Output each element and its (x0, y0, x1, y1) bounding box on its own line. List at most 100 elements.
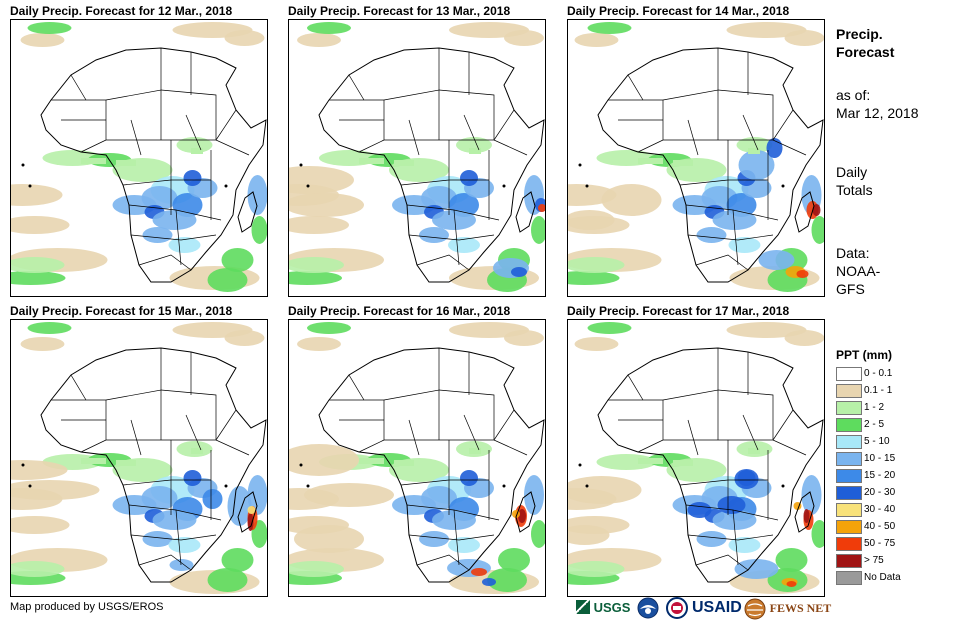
precip-area (152, 210, 197, 230)
panel-title-5: Daily Precip. Forecast for 16 Mar., 2018 (288, 304, 511, 318)
precip-area (487, 568, 527, 592)
precip-area (803, 509, 810, 523)
precip-area (11, 184, 63, 206)
precip-area (20, 337, 65, 351)
precip-area (784, 30, 824, 46)
country-border (717, 389, 774, 440)
panel-title-1: Daily Precip. Forecast for 12 Mar., 2018 (10, 4, 233, 18)
precip-area (247, 175, 267, 215)
madagascar-outline (515, 491, 536, 533)
precip-area (726, 322, 807, 338)
africa-outline (40, 347, 267, 583)
island-marker (781, 184, 785, 188)
precip-area (11, 561, 65, 577)
precip-area (531, 520, 545, 548)
precip-area (471, 568, 487, 576)
precip-area (758, 250, 795, 270)
precip-band (748, 148, 760, 154)
precip-band (469, 148, 481, 154)
precip-area (27, 322, 72, 334)
usgs-logo: USGS (576, 597, 630, 619)
precip-band (638, 158, 663, 164)
precip-band (116, 460, 136, 466)
madagascar-outline (515, 191, 536, 233)
sidebar-asof-date: Mar 12, 2018 (836, 105, 919, 121)
country-border (732, 209, 739, 266)
africa-outline (597, 47, 824, 283)
legend-swatch (836, 503, 862, 517)
sidebar-heading: Precip. Forecast (836, 25, 894, 61)
legend-swatch (836, 486, 862, 500)
island-marker (224, 484, 228, 488)
legend-label: 50 - 75 (864, 538, 896, 549)
precip-area (568, 271, 620, 285)
africa-outline (318, 47, 545, 283)
precip-area (518, 509, 526, 523)
country-border (772, 109, 794, 141)
island-marker (578, 163, 582, 167)
country-border (348, 74, 365, 101)
precip-area (11, 271, 66, 285)
panel-title-3: Daily Precip. Forecast for 14 Mar., 2018 (567, 4, 790, 18)
map-panel-6 (567, 319, 825, 597)
precip-area (289, 193, 364, 217)
precip-band (673, 160, 693, 166)
legend-label: No Data (864, 572, 901, 583)
precip-area (289, 257, 344, 273)
country-border (453, 209, 460, 266)
precip-area (202, 489, 223, 509)
credit-text: Map produced by USGS/EROS (10, 601, 164, 613)
precip-band (748, 448, 760, 454)
island-marker (578, 463, 582, 467)
precip-area (419, 227, 449, 243)
country-border (493, 409, 515, 441)
country-border (106, 139, 250, 156)
country-border (358, 139, 385, 153)
country-border (438, 389, 495, 440)
precip-area (587, 322, 632, 334)
country-border (130, 234, 217, 241)
precip-area (419, 531, 449, 547)
legend-swatch (836, 520, 862, 534)
precip-area (304, 483, 394, 507)
precip-area (289, 561, 344, 577)
precip-band (116, 160, 136, 166)
precip-band (191, 148, 203, 154)
country-border (416, 254, 470, 271)
precip-area (11, 516, 70, 534)
precip-area (168, 537, 201, 553)
precip-band (394, 160, 414, 166)
precip-area (142, 227, 173, 243)
africa-precip-map (568, 22, 824, 292)
precip-area (20, 33, 65, 47)
island-marker (781, 484, 785, 488)
legend-label: 0.1 - 1 (864, 385, 893, 396)
noaa-seal-icon (637, 597, 659, 619)
madagascar-outline (794, 191, 815, 233)
precip-area (531, 216, 545, 244)
legend-label: 2 - 5 (864, 419, 885, 430)
precip-area (307, 22, 351, 34)
map-panel-3 (567, 19, 825, 297)
precip-area (221, 548, 254, 572)
precip-area (766, 138, 783, 158)
africa-precip-map (289, 322, 545, 594)
precip-area (511, 267, 527, 277)
precip-area (221, 248, 254, 272)
precip-area (448, 237, 480, 253)
island-marker (306, 484, 310, 488)
country-border (687, 119, 699, 156)
country-border (742, 414, 759, 451)
country-border (438, 89, 495, 140)
precip-area (207, 268, 248, 292)
precip-area (112, 495, 157, 515)
africa-outline (597, 347, 824, 583)
precip-area (448, 537, 480, 553)
madagascar-outline (237, 491, 258, 533)
country-border (70, 374, 87, 401)
precip-area (183, 170, 202, 186)
legend-label: 0 - 0.1 (864, 368, 893, 379)
country-border (383, 89, 440, 140)
island-marker (21, 163, 25, 167)
island-marker (502, 184, 506, 188)
